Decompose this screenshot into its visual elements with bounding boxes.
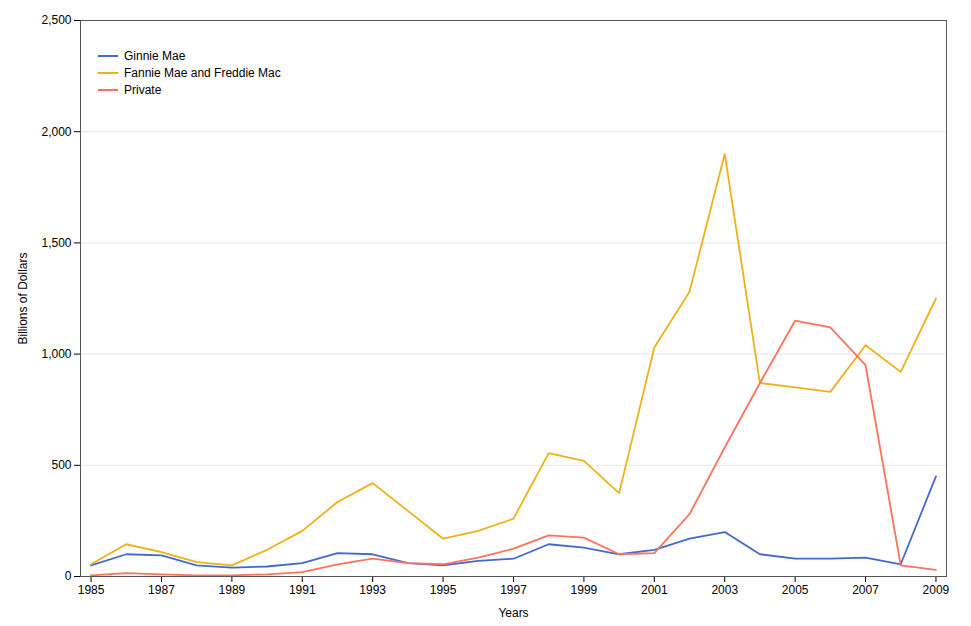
svg-text:2005: 2005 <box>782 583 809 597</box>
html-text:Private: Private <box>124 83 162 97</box>
svg-text:2009: 2009 <box>923 583 950 597</box>
svg-text:1,500: 1,500 <box>41 236 71 250</box>
svg-text:500: 500 <box>51 458 71 472</box>
svg-text:1997: 1997 <box>500 583 527 597</box>
svg-text:1987: 1987 <box>148 583 175 597</box>
svg-text:1993: 1993 <box>359 583 386 597</box>
svg-text:1999: 1999 <box>571 583 598 597</box>
html-text:Fannie Mae and Freddie Mac: Fannie Mae and Freddie Mac <box>124 66 281 80</box>
svg-text:2007: 2007 <box>852 583 879 597</box>
svg-text:1991: 1991 <box>289 583 316 597</box>
svg-text:2,000: 2,000 <box>41 125 71 139</box>
svg-text:2001: 2001 <box>641 583 668 597</box>
html-text:Ginnie Mae: Ginnie Mae <box>124 49 186 63</box>
svg-text:1,000: 1,000 <box>41 347 71 361</box>
svg-text:1989: 1989 <box>219 583 246 597</box>
svg-text:Years: Years <box>498 606 528 620</box>
svg-text:1995: 1995 <box>430 583 457 597</box>
svg-text:0: 0 <box>65 569 72 583</box>
svg-text:1985: 1985 <box>78 583 105 597</box>
svg-text:Billions of Dollars: Billions of Dollars <box>16 252 30 344</box>
svg-text:2,500: 2,500 <box>41 13 71 27</box>
svg-text:2003: 2003 <box>711 583 738 597</box>
